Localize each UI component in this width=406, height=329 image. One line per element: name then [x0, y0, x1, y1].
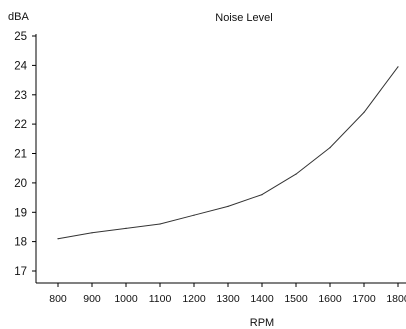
data-point — [261, 194, 263, 196]
y-tick-label: 20 — [14, 178, 27, 190]
y-tick-label: 18 — [14, 237, 27, 249]
y-tick-label: 17 — [14, 266, 27, 278]
x-tick-label: 1100 — [149, 293, 172, 305]
chart-title: Noise Level — [215, 12, 272, 24]
data-point — [91, 232, 93, 234]
x-tick-label: 1000 — [114, 293, 138, 305]
data-point — [329, 147, 331, 149]
y-tick-label: 24 — [14, 60, 27, 72]
x-tick-label: 800 — [49, 293, 67, 305]
y-tick-label: 25 — [14, 31, 27, 43]
data-point — [125, 227, 127, 229]
y-tick-label: 22 — [14, 119, 27, 131]
noise-level-series-line — [57, 66, 399, 240]
x-axis-label: RPM — [250, 317, 274, 329]
data-point — [227, 205, 229, 207]
x-tick-label: 1200 — [182, 293, 206, 305]
data-point — [159, 223, 161, 225]
y-tick-label: 19 — [14, 207, 27, 219]
y-tick-label: 21 — [14, 149, 27, 161]
y-axis-ticks: 17 18 19 20 21 22 23 24 25 — [14, 31, 36, 278]
data-point — [193, 214, 195, 216]
y-tick-label: 23 — [14, 90, 27, 102]
data-point — [397, 66, 399, 68]
series-layer — [57, 66, 399, 240]
x-tick-label: 1400 — [250, 293, 274, 305]
x-tick-label: 1300 — [216, 293, 240, 305]
data-point — [295, 173, 297, 175]
data-point — [363, 111, 365, 113]
x-tick-label: 900 — [83, 293, 101, 305]
x-tick-label: 1800 — [386, 293, 406, 305]
y-axis-label: dBA — [8, 11, 29, 23]
data-point — [57, 238, 59, 240]
x-tick-label: 1500 — [284, 293, 308, 305]
x-axis-ticks: 800 900 1000 1100 1200 1300 1400 1500 1600 1700 18… — [49, 283, 406, 305]
x-tick-label: 1600 — [318, 293, 342, 305]
x-tick-label: 1700 — [352, 293, 376, 305]
